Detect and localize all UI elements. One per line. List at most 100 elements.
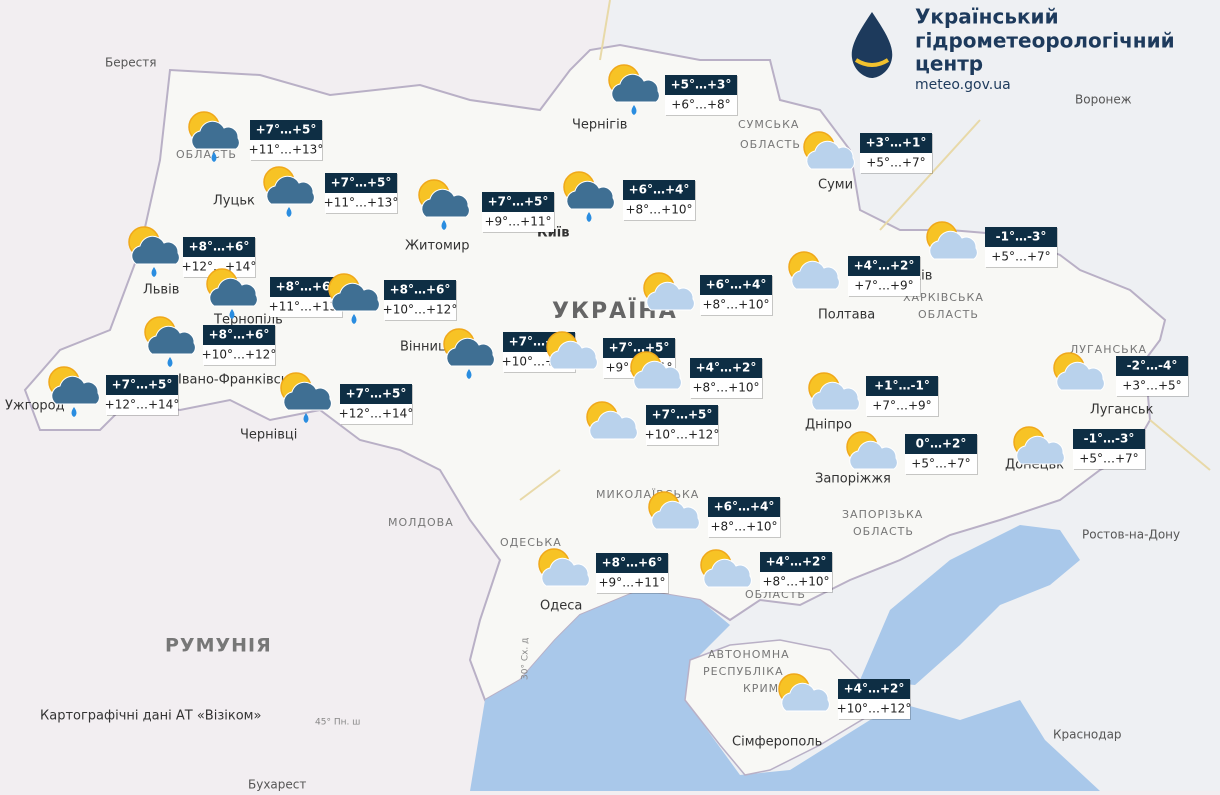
map-label: КРИМ [743, 682, 779, 695]
day-temp: +9°…+11° [484, 215, 551, 229]
day-temp: +8°…+10° [692, 381, 759, 395]
badge-day [848, 276, 920, 296]
map-label: Луганськ [1090, 403, 1154, 418]
badge-night [1073, 429, 1145, 449]
badge-night [106, 375, 178, 395]
forecast: +7°…+5° +11°…+13° [263, 166, 398, 217]
night-temp: +4°…+2° [854, 259, 915, 273]
badge-night [690, 358, 762, 378]
night-temp: +8°…+6° [209, 328, 270, 342]
forecast: 0°…+2° +5°…+7° [846, 431, 978, 475]
cloud [633, 360, 682, 390]
night-temp: -1°…-3° [1084, 432, 1135, 446]
badge-day [250, 140, 322, 160]
map-label: Суми [818, 178, 853, 193]
badge-day [596, 573, 668, 593]
rain-drop [151, 267, 157, 277]
cloud [541, 557, 590, 587]
rain-drop [229, 309, 235, 319]
badge-day [106, 395, 178, 415]
badge-night [760, 552, 832, 572]
badge-day [270, 297, 342, 317]
map-label: ЗАПОРІЗЬКА [842, 508, 923, 521]
map-label: ОДЕСЬКА [500, 536, 562, 549]
cloud [266, 175, 315, 205]
night-temp: +7°…+5° [652, 408, 713, 422]
cloud [421, 188, 470, 218]
day-temp: +11°…+13° [269, 300, 344, 314]
night-temp: +4°…+2° [696, 361, 757, 375]
logo-title: центр [915, 52, 983, 76]
logo-accent [854, 58, 890, 67]
map-label: Львів [143, 283, 179, 298]
cloud [209, 277, 258, 307]
map-label: Ростов-на-Дону [1082, 528, 1180, 542]
cloud [51, 375, 100, 405]
map-label: ОБЛАСТЬ [740, 138, 801, 151]
day-temp: +12°…+14° [105, 398, 180, 412]
forecast: +4°…+2° +7°…+9° [788, 251, 921, 297]
forecast: +7°…+5° +12°…+14° [48, 366, 180, 417]
badge-night [708, 497, 780, 517]
day-temp: +6°…+8° [671, 98, 730, 112]
badge-day [708, 517, 780, 537]
map-label: Чернігів [572, 118, 627, 133]
rain-drop [586, 212, 592, 222]
day-temp: +8°…+10° [702, 298, 769, 312]
badge-day [1073, 449, 1145, 469]
forecast: +6°…+4° +8°…+10° [648, 491, 781, 538]
badge-night [1116, 356, 1188, 376]
sea-of-azov [860, 525, 1080, 685]
cloud [131, 235, 180, 265]
night-temp: +7°…+5° [346, 387, 407, 401]
cloud [331, 282, 380, 312]
badge-day [985, 247, 1057, 267]
night-temp: +6°…+4° [706, 278, 767, 292]
badge-night [905, 434, 977, 454]
cloud [147, 325, 196, 355]
map-label: МИКОЛАЇВСЬКА [596, 488, 699, 501]
map-label: Сімферополь [732, 735, 822, 750]
map-label: ОБЛАСТЬ [853, 525, 914, 538]
night-temp: +4°…+2° [844, 682, 905, 696]
night-temp: +5°…+3° [671, 78, 732, 92]
badge-day [905, 454, 977, 474]
map-label: Берестя [105, 56, 156, 70]
cloud [849, 440, 898, 470]
badge-night [860, 133, 932, 153]
map-label: Чернівці [240, 428, 297, 443]
badge-night [325, 173, 397, 193]
roads [519, 0, 1211, 501]
map-label: Запоріжжя [815, 472, 891, 487]
map-label: ОБЛАСТЬ [176, 148, 237, 161]
map-label: МОЛДОВА [388, 516, 454, 529]
night-temp: +8°…+6° [602, 556, 663, 570]
badge-day [325, 193, 397, 213]
badge-night [623, 180, 695, 200]
night-temp: +7°…+5° [331, 176, 392, 190]
forecast: +3°…+1° +5°…+7° [803, 131, 933, 174]
cloud [191, 120, 240, 150]
badge-day [838, 699, 910, 719]
night-temp: +8°…+6° [276, 280, 337, 294]
day-temp: +10°…+12° [837, 702, 912, 716]
logo-title: гідрометеорологічний [915, 29, 1175, 53]
badge-night [183, 237, 255, 257]
forecast: +8°…+6° +10°…+12° [328, 273, 457, 324]
badge-night [340, 384, 412, 404]
night-temp: +4°…+2° [766, 555, 827, 569]
logo-url: meteo.gov.ua [915, 77, 1011, 93]
rain-drop [303, 413, 309, 423]
badge-night [866, 376, 938, 396]
cloud [589, 410, 638, 440]
forecast: +4°…+2° +8°…+10° [630, 351, 763, 399]
badge-day [340, 404, 412, 424]
forecast: +6°…+4° +8°…+10° [563, 171, 696, 222]
day-temp: +8°…+10° [710, 520, 777, 534]
forecast: +7°…+5° +10°…+12° [586, 401, 720, 446]
map-label: Вінниця [400, 340, 455, 355]
day-temp: +12°…+14° [339, 407, 414, 421]
day-temp: +10°…+12° [645, 428, 720, 442]
day-temp: +8°…+10° [625, 203, 692, 217]
cloud [646, 281, 695, 311]
